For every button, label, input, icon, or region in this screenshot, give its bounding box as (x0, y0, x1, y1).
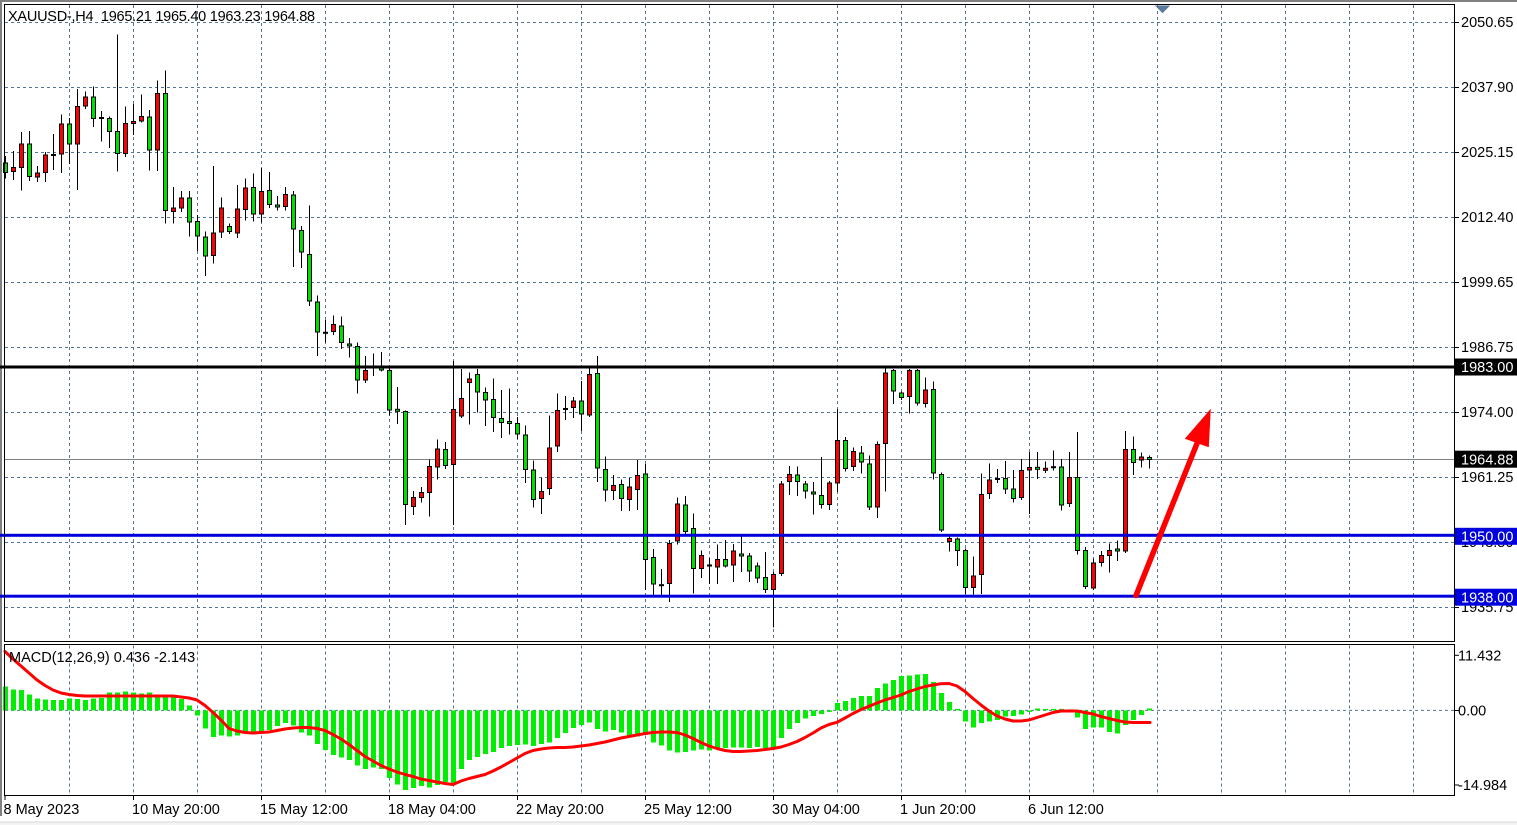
svg-text:10 May 20:00: 10 May 20:00 (132, 802, 220, 818)
svg-text:2050.65: 2050.65 (1461, 15, 1513, 31)
svg-text:1961.25: 1961.25 (1461, 470, 1513, 486)
svg-text:0.00: 0.00 (1458, 704, 1486, 720)
svg-text:2012.40: 2012.40 (1461, 210, 1513, 226)
svg-text:25 May 12:00: 25 May 12:00 (644, 802, 732, 818)
svg-text:1964.88: 1964.88 (1461, 452, 1513, 468)
svg-text:1 Jun 20:00: 1 Jun 20:00 (900, 802, 976, 818)
svg-text:-14.984: -14.984 (1458, 778, 1507, 794)
svg-text:1986.75: 1986.75 (1461, 340, 1513, 356)
svg-text:6 Jun 12:00: 6 Jun 12:00 (1028, 802, 1104, 818)
svg-text:2025.15: 2025.15 (1461, 145, 1513, 161)
svg-text:8 May 2023: 8 May 2023 (4, 802, 80, 818)
svg-text:1950.00: 1950.00 (1461, 530, 1513, 546)
svg-text:22 May 20:00: 22 May 20:00 (516, 802, 604, 818)
svg-text:XAUUSD-,H4 1965.21 1965.40 19: XAUUSD-,H4 1965.21 1965.40 1963.23 1964.… (8, 9, 315, 25)
svg-text:1983.00: 1983.00 (1461, 360, 1513, 376)
svg-text:1938.00: 1938.00 (1461, 590, 1513, 606)
svg-text:1999.65: 1999.65 (1461, 275, 1513, 291)
svg-text:2037.90: 2037.90 (1461, 80, 1513, 96)
svg-text:30 May 04:00: 30 May 04:00 (772, 802, 860, 818)
svg-text:1974.00: 1974.00 (1461, 405, 1513, 421)
svg-text:18 May 04:00: 18 May 04:00 (388, 802, 476, 818)
svg-text:11.432: 11.432 (1458, 649, 1501, 665)
svg-text:15 May 12:00: 15 May 12:00 (260, 802, 348, 818)
svg-text:MACD(12,26,9) 0.436 -2.143: MACD(12,26,9) 0.436 -2.143 (9, 650, 195, 666)
